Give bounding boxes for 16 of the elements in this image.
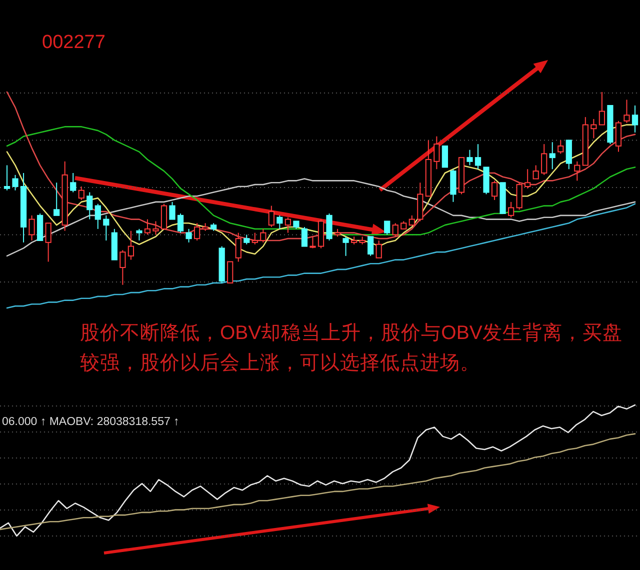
- candlestick: [434, 136, 440, 170]
- candlestick: [574, 160, 580, 182]
- candlestick: [28, 214, 35, 241]
- text: 股价不断降低，OBV却稳当上升，股价与OBV发生背离，买盘较强，股价以后会上涨，可以选择低点进场。: [80, 321, 624, 376]
- candlestick: [12, 174, 18, 191]
- candlestick: [466, 149, 473, 166]
- candlestick: [103, 214, 110, 241]
- candlestick: [186, 228, 192, 243]
- candlestick: [590, 118, 597, 139]
- candlestick: [632, 105, 638, 133]
- candlestick: [549, 142, 556, 170]
- candlestick: [62, 160, 68, 232]
- annotation: 06.000 ↑ MAOBV: 28038318.557 ↑: [2, 416, 180, 428]
- candlestick: [20, 172, 27, 243]
- chart-title: 002277: [42, 32, 106, 53]
- candlestick: [128, 230, 134, 260]
